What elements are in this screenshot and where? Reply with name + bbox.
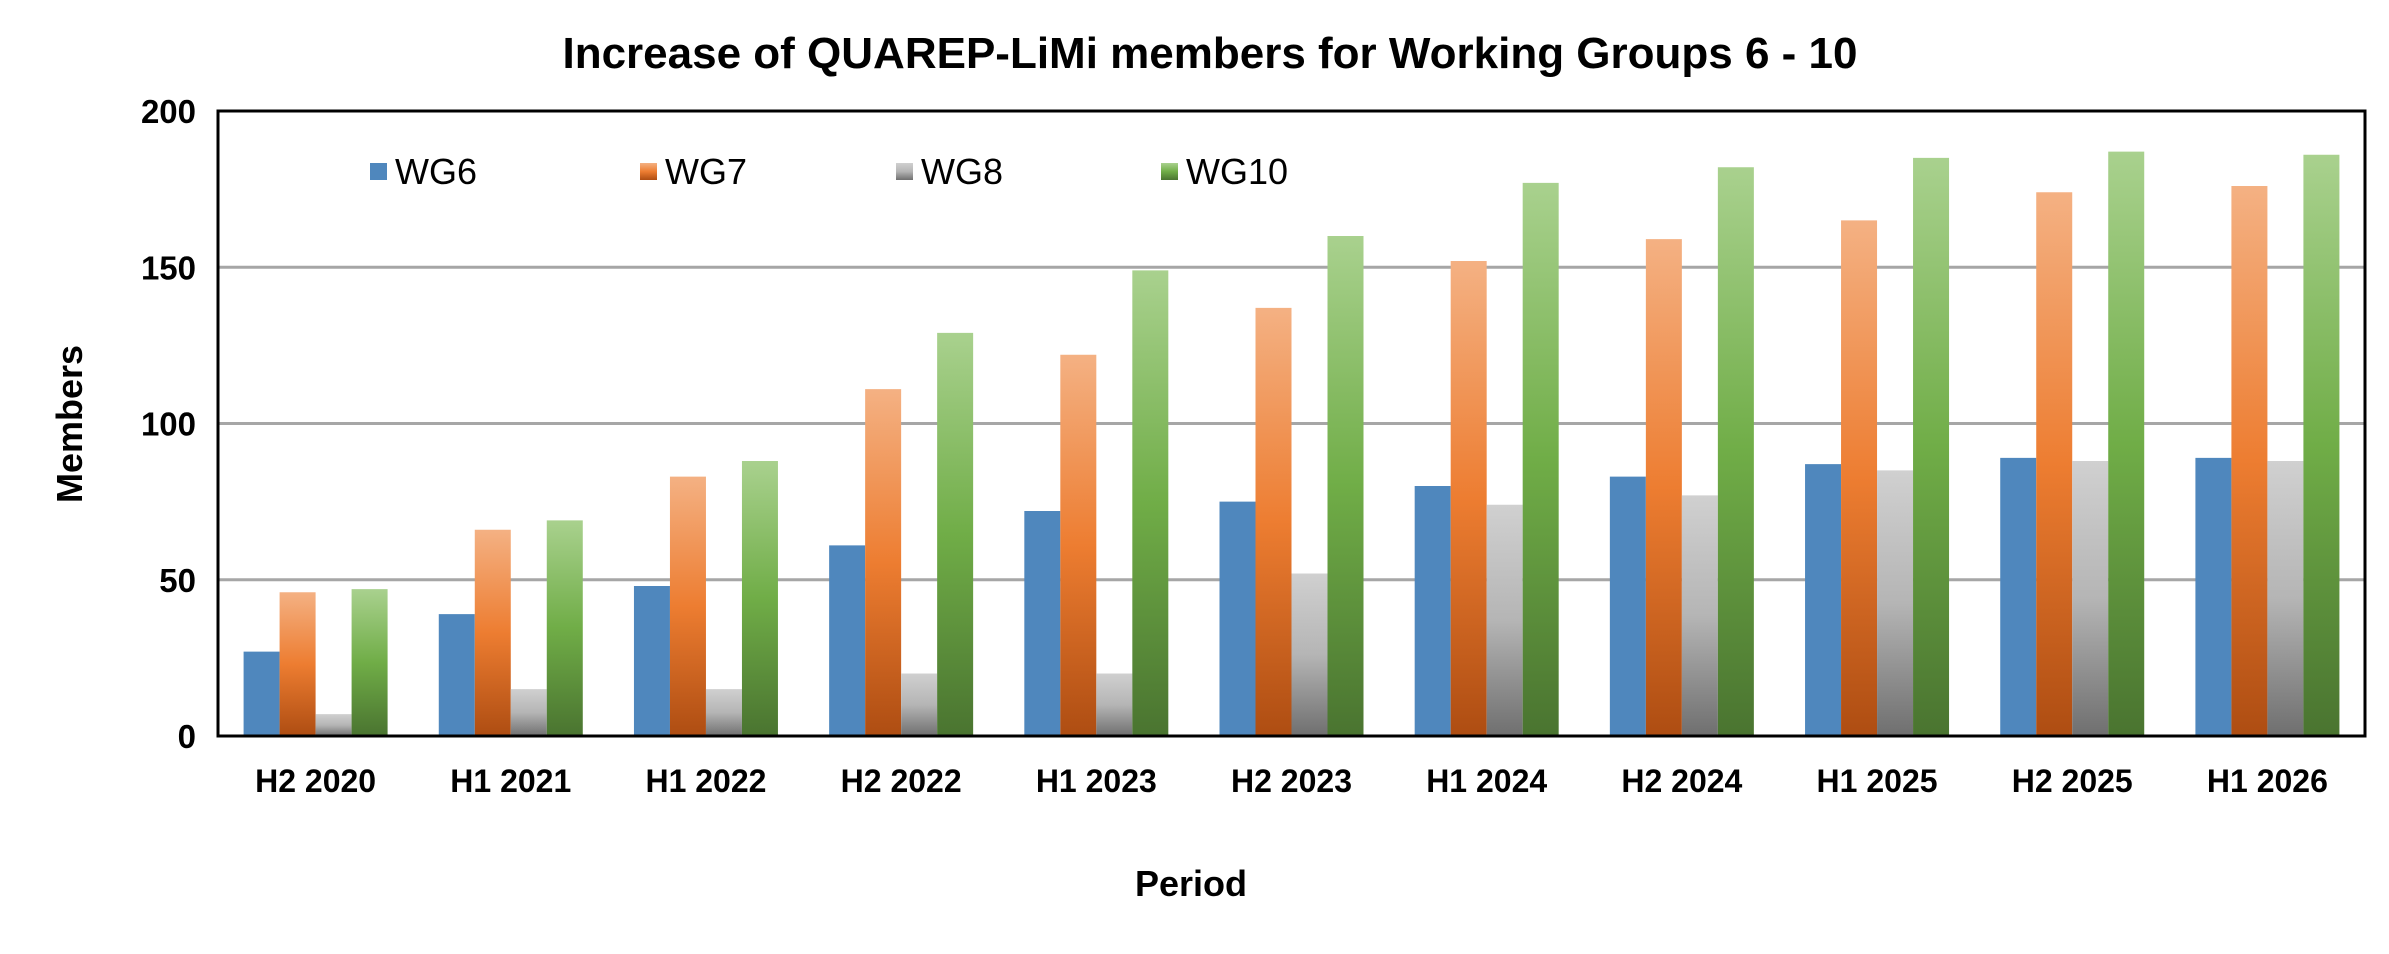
x-tick-label: H2 2020	[255, 763, 376, 799]
x-tick-label: H1 2021	[450, 763, 571, 799]
bar-wg10-h2-2024	[1717, 167, 1754, 736]
legend-label-wg6: WG6	[395, 151, 477, 192]
bar-wg10-h1-2021	[546, 520, 583, 736]
bar-wg8-h1-2026	[2267, 461, 2304, 736]
legend-label-wg8: WG8	[921, 151, 1003, 192]
bar-wg10-h1-2026	[2303, 154, 2340, 736]
y-tick-label: 0	[178, 718, 196, 755]
bar-wg10-h1-2023	[1132, 270, 1169, 736]
bar-wg7-h2-2020	[279, 592, 316, 736]
legend-swatch-wg7	[640, 163, 657, 180]
y-tick-label: 200	[141, 93, 196, 130]
bar-wg7-h2-2025	[2036, 192, 2073, 736]
bar-wg6-h2-2020	[243, 651, 280, 736]
legend-swatch-wg10	[1161, 163, 1178, 180]
y-tick-label: 150	[141, 249, 196, 286]
bar-wg8-h1-2025	[1877, 470, 1914, 736]
bar-wg10-h2-2023	[1327, 236, 1364, 736]
x-axis-label: Period	[1135, 863, 1247, 904]
x-tick-labels: H2 2020 H1 2021 H1 2022 H2 2022 H1 2023 H2 20…	[255, 763, 2328, 799]
y-tick-label: 100	[141, 406, 196, 443]
bar-wg6-h2-2024	[1609, 476, 1646, 736]
bar-wg7-h2-2022	[865, 389, 902, 736]
bars	[243, 151, 2340, 736]
bar-wg8-h2-2025	[2072, 461, 2109, 736]
y-tick-labels: 0 50 100 150 200	[141, 93, 196, 755]
bar-wg6-h2-2025	[2000, 457, 2037, 736]
bar-wg8-h1-2021	[510, 689, 547, 736]
bar-wg6-h1-2025	[1805, 464, 1842, 736]
bar-wg8-h2-2022	[901, 673, 938, 736]
legend-swatch-wg6	[370, 163, 387, 180]
legend-label-wg7: WG7	[665, 151, 747, 192]
x-tick-label: H1 2022	[645, 763, 766, 799]
y-axis-label: Members	[49, 345, 90, 503]
bar-wg6-h1-2022	[633, 586, 670, 736]
bar-wg10-h2-2025	[2108, 151, 2145, 736]
bar-wg6-h1-2026	[2195, 457, 2232, 736]
bar-wg10-h2-2020	[351, 589, 388, 736]
x-tick-label: H2 2022	[841, 763, 962, 799]
bar-wg7-h2-2024	[1645, 239, 1682, 736]
y-tick-label: 50	[159, 562, 196, 599]
x-tick-label: H2 2025	[2012, 763, 2133, 799]
bar-wg8-h2-2020	[315, 714, 352, 736]
bar-wg8-h2-2023	[1291, 573, 1328, 736]
x-tick-label: H2 2023	[1231, 763, 1352, 799]
bar-wg10-h1-2022	[741, 461, 778, 736]
bar-wg8-h1-2024	[1486, 504, 1523, 736]
chart-title: Increase of QUAREP-LiMi members for Work…	[562, 29, 1857, 78]
bar-wg7-h1-2023	[1060, 354, 1097, 736]
legend-label-wg10: WG10	[1186, 151, 1288, 192]
bar-wg7-h1-2024	[1450, 261, 1487, 736]
bar-wg6-h1-2023	[1024, 511, 1061, 736]
x-tick-label: H1 2026	[2207, 763, 2328, 799]
legend: WG6 WG7 WG8 WG10	[370, 151, 1288, 192]
plot-frame	[216, 109, 2367, 738]
bar-wg8-h1-2022	[705, 689, 742, 736]
bar-wg10-h1-2024	[1522, 182, 1559, 736]
bar-wg7-h1-2021	[474, 529, 511, 736]
bar-wg6-h2-2022	[829, 545, 866, 736]
legend-swatch-wg8	[896, 163, 913, 180]
bar-wg6-h2-2023	[1219, 501, 1256, 736]
bar-wg7-h1-2025	[1841, 220, 1878, 736]
x-tick-label: H1 2023	[1036, 763, 1157, 799]
bar-wg7-h2-2023	[1255, 307, 1292, 736]
bar-wg6-h1-2021	[438, 614, 475, 736]
x-tick-label: H2 2024	[1621, 763, 1742, 799]
bar-wg7-h1-2022	[669, 476, 706, 736]
x-tick-label: H1 2024	[1426, 763, 1547, 799]
bar-wg8-h1-2023	[1096, 673, 1133, 736]
bar-wg10-h2-2022	[937, 332, 974, 736]
bar-wg6-h1-2024	[1414, 486, 1451, 736]
x-tick-label: H1 2025	[1817, 763, 1938, 799]
bar-wg10-h1-2025	[1913, 157, 1950, 736]
bar-wg7-h1-2026	[2231, 186, 2268, 736]
bar-wg8-h2-2024	[1681, 495, 1718, 736]
